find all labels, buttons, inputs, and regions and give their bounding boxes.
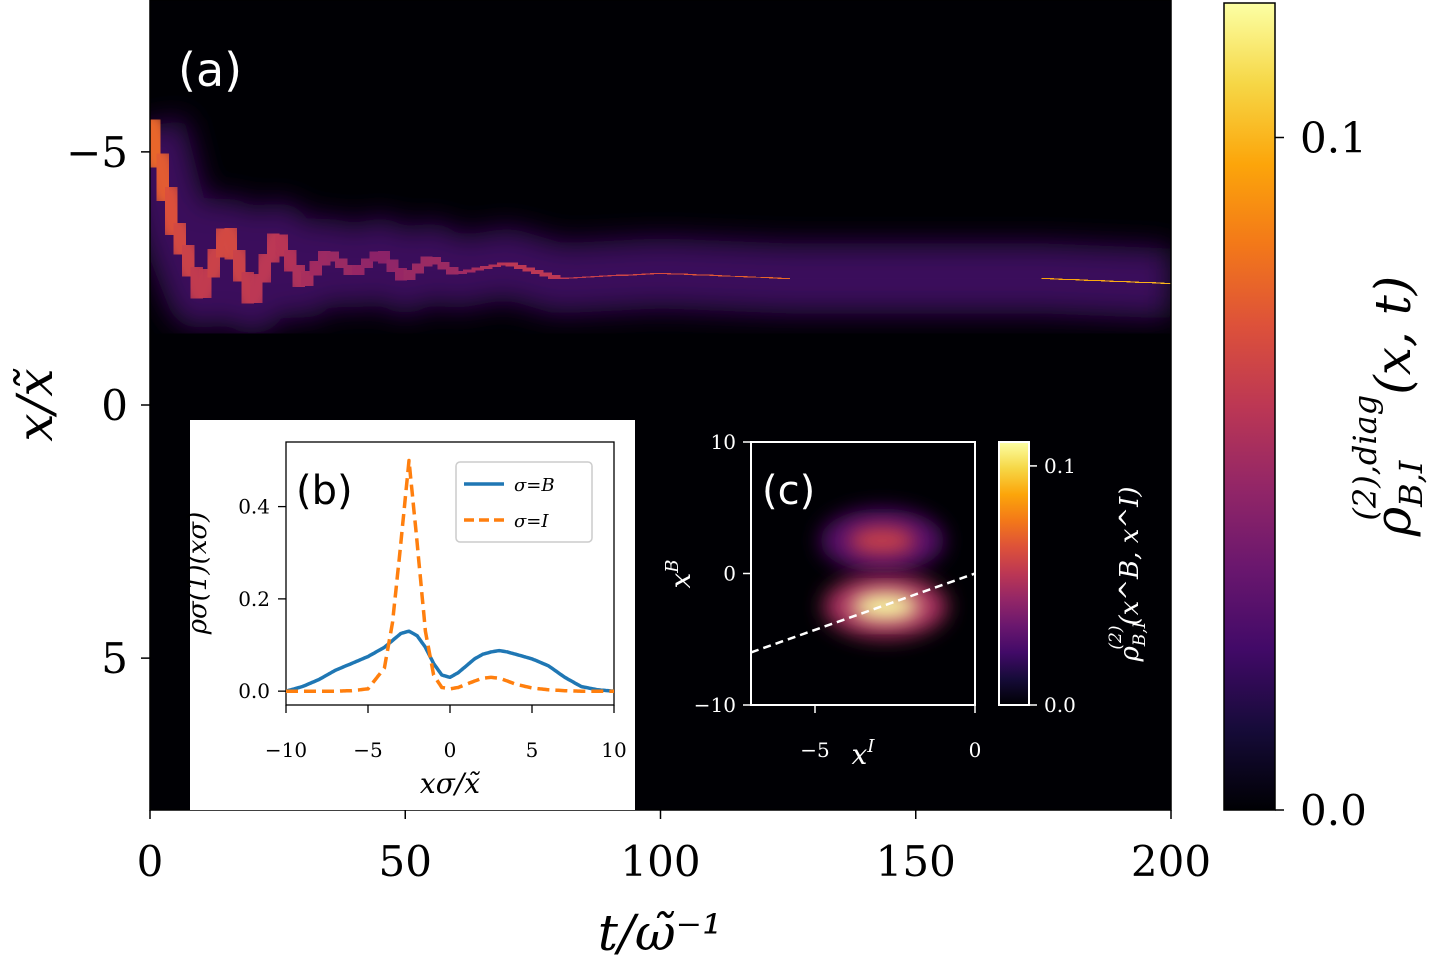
colorbar-c-tick-label: 0.1	[1044, 454, 1076, 478]
colorbar-a-label: ρB,I(2),diag(x, t)	[1346, 276, 1430, 538]
legend-b-box	[455, 461, 593, 543]
x-tick-label-c: 0	[969, 738, 982, 762]
colorbar-c-label-sup: (2)	[1106, 626, 1126, 650]
density-ridge	[150, 109, 1171, 334]
reference-line	[751, 572, 975, 654]
x-tick-label-a: 0	[137, 837, 164, 886]
legend-b: σ=B σ=I	[455, 461, 593, 543]
colorbar-a-tick-label: 0.0	[1300, 786, 1367, 835]
x-tick-label-c: −5	[800, 738, 829, 762]
colorbar-a-label-args: (x, t)	[1364, 276, 1422, 395]
y-tick-label-a: 0	[101, 381, 128, 430]
y-tick-label-c: 10	[711, 430, 736, 454]
colorbar-a-ticks: 0.0 0.1	[1275, 114, 1367, 835]
colorbar-a-tick-label: 0.1	[1300, 114, 1367, 163]
panel-a-label: (a)	[178, 43, 242, 97]
x-tick-label-a: 200	[1131, 837, 1211, 886]
density-blob	[848, 526, 917, 555]
inset-c-blobs	[820, 508, 948, 639]
colorbar-c-label-args: (x^B, x^I)	[1115, 486, 1145, 625]
y-tick-label-b: 0.0	[238, 679, 270, 703]
x-axis-c: −5 0	[800, 705, 981, 762]
colorbar-a: 0.0 0.1 ρB,I(2),diag(x, t)	[1223, 2, 1430, 835]
colorbar-a-label-sub: B,I	[1392, 459, 1430, 508]
colorbar-c-label-base: ρ	[1115, 646, 1145, 663]
y-axis-label-c-sup: B	[662, 559, 683, 573]
density-blob	[851, 592, 920, 621]
x-tick-label-b: 0	[444, 738, 457, 762]
y-tick-label-b: 0.2	[238, 587, 270, 611]
colorbar-c-ticks: 0.0 0.1	[1029, 454, 1076, 717]
x-axis-label-a: t/ω̃⁻¹	[598, 904, 722, 962]
x-tick-label-b: −5	[353, 738, 382, 762]
y-axis-label-b: ρσ(1)(xσ)	[183, 512, 213, 636]
series-line-b	[286, 629, 614, 693]
y-axis-b: 0.0 0.2 0.4	[238, 495, 286, 703]
colorbar-a-label-base: ρ	[1364, 506, 1422, 537]
x-axis-label-b: xσ/x̃	[420, 767, 481, 800]
colorbar-a-label-sup: (2),diag	[1346, 395, 1384, 521]
colorbar-c-label: ρB,I(2)(x^B, x^I)	[1106, 486, 1150, 662]
y-axis-label-a: x/x̃	[6, 368, 64, 441]
y-tick-label-c: 0	[723, 562, 736, 586]
colorbar-c-gradient	[998, 441, 1030, 706]
panel-b-label: (b)	[296, 468, 353, 514]
y-axis-a: −5 0 5	[66, 128, 150, 683]
panel-c-label: (c)	[762, 468, 815, 514]
x-tick-label-a: 150	[876, 837, 956, 886]
x-tick-label-a: 50	[379, 837, 432, 886]
x-tick-label-a: 100	[620, 837, 700, 886]
x-tick-label-b: −10	[265, 738, 307, 762]
y-tick-label-a: −5	[66, 128, 128, 177]
inset-c-background	[751, 442, 975, 705]
colorbar-a-gradient	[1223, 2, 1276, 811]
inset-b-lines	[286, 458, 614, 693]
colorbar-c-label-sub: B,I	[1130, 621, 1150, 647]
y-axis-c: −10 0 10	[694, 430, 751, 717]
x-tick-label-b: 10	[601, 738, 626, 762]
x-axis-label-c-sup: I	[866, 736, 875, 757]
y-tick-label-c: −10	[694, 693, 736, 717]
y-tick-label-b: 0.4	[238, 495, 270, 519]
x-axis-b: −10 −5 0 5 10	[265, 705, 627, 762]
series-line-i	[286, 458, 614, 693]
x-axis-a: 0 50 100 150 200	[137, 810, 1211, 886]
y-tick-label-a: 5	[101, 634, 128, 683]
x-tick-label-b: 5	[526, 738, 539, 762]
legend-label-i: σ=I	[514, 511, 549, 532]
inset-panel-b: (b) −10 −5 0 5 10 0.00.20.4 xσ/x̃ ρσ(1)(xσ) …	[183, 420, 635, 810]
colorbar-c-tick-label: 0.0	[1044, 693, 1076, 717]
legend-label-b: σ=B	[514, 475, 555, 496]
